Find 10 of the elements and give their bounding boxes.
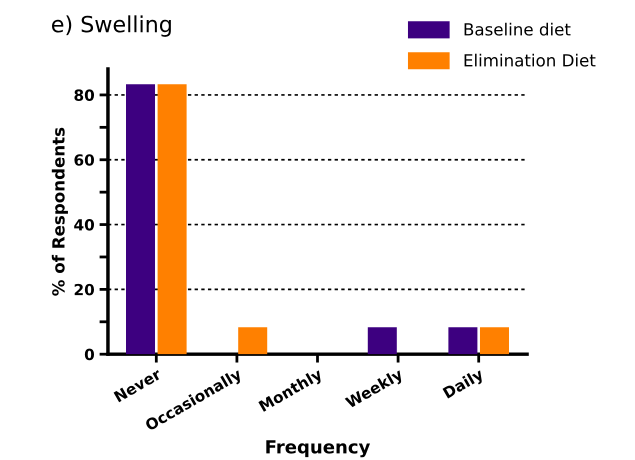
legend-label: Elimination Diet — [464, 54, 596, 67]
legend-label: Baseline diet — [464, 22, 571, 36]
y-tick-label: 40 — [74, 219, 94, 231]
y-tick-label: 20 — [74, 284, 94, 296]
y-tick-label: 60 — [74, 154, 94, 166]
y-axis-title: % of Respondents — [52, 128, 68, 296]
y-tick-label: 0 — [84, 348, 94, 360]
y-tick-label: 80 — [74, 89, 94, 101]
chart-title: e) Swelling — [52, 15, 171, 37]
x-axis-title: Frequency — [266, 440, 370, 458]
